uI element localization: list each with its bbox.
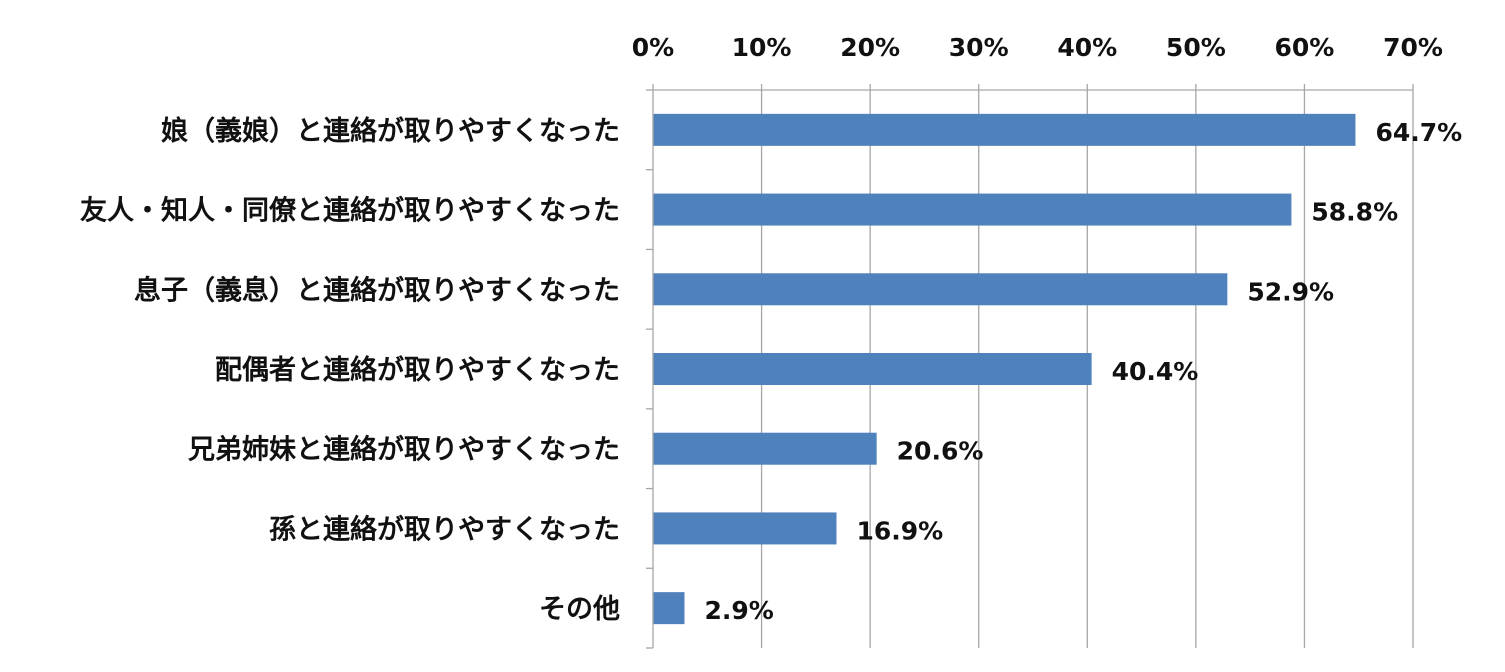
x-tick-label: 50%: [1166, 33, 1226, 62]
bar: [653, 113, 1356, 146]
bar: [653, 353, 1092, 385]
category-label: 孫と連絡が取りやすくなった: [269, 513, 620, 545]
x-tick-label: 20%: [840, 33, 900, 62]
bar: [653, 432, 877, 465]
x-tick-labels: 0% 10% 20% 30% 40% 50% 60% 70%: [632, 33, 1443, 62]
category-labels: 娘（義娘）と連絡が取りやすくなった友人・知人・同僚と連絡が取りやすくなった息子（…: [80, 115, 620, 625]
category-label: 息子（義息）と連絡が取りやすくなった: [134, 274, 620, 306]
category-label: 配偶者と連絡が取りやすくなった: [215, 354, 620, 386]
bar: [653, 193, 1292, 226]
x-tick-label: 10%: [732, 33, 792, 62]
data-label: 40.4%: [1112, 357, 1199, 386]
data-label: 2.9%: [704, 596, 773, 625]
data-label: 20.6%: [897, 437, 984, 466]
x-tick-label: 70%: [1383, 33, 1443, 62]
category-label: 兄弟姉妹と連絡が取りやすくなった: [187, 434, 620, 466]
bar: [653, 273, 1228, 306]
bar: [653, 512, 837, 545]
x-tick-label: 30%: [949, 33, 1009, 62]
axes: [646, 84, 1414, 649]
bars: [653, 113, 1356, 625]
data-label: 52.9%: [1247, 277, 1334, 306]
category-label: 友人・知人・同僚と連絡が取りやすくなった: [80, 195, 620, 227]
data-label: 58.8%: [1311, 198, 1398, 227]
category-label: 娘（義娘）と連絡が取りやすくなった: [161, 115, 620, 147]
category-label: その他: [539, 594, 620, 625]
x-tick-label: 40%: [1057, 33, 1117, 62]
x-tick-label: 60%: [1275, 33, 1335, 62]
data-label: 16.9%: [856, 516, 943, 545]
data-labels: 64.7% 58.8% 52.9% 40.4% 20.6% 16.9% 2.9%: [704, 118, 1462, 625]
bar: [653, 592, 685, 625]
data-label: 64.7%: [1375, 118, 1462, 147]
x-tick-label: 0%: [632, 33, 674, 62]
